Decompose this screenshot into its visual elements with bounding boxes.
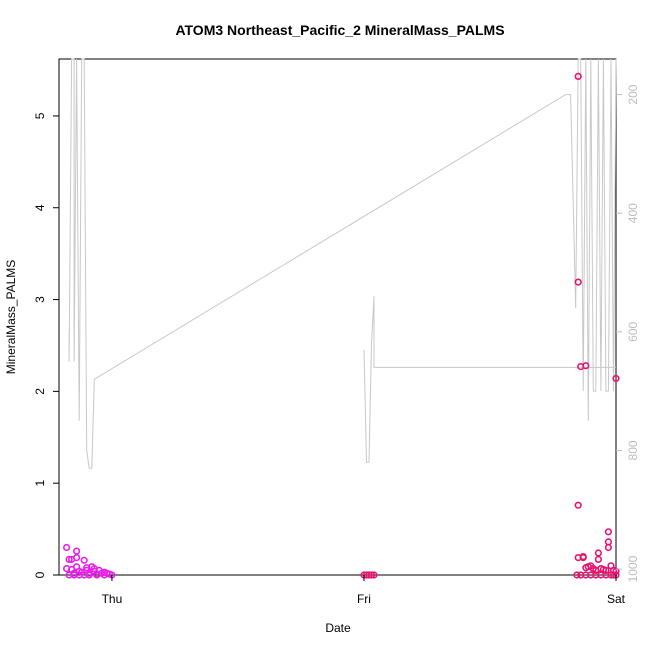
y-right-tick-label: 600 bbox=[626, 321, 640, 341]
plot-frame bbox=[58, 58, 617, 576]
y-tick-label: 3 bbox=[33, 296, 47, 303]
y-right-tick-label: 1000 bbox=[626, 555, 640, 582]
pressure-line-fri bbox=[363, 296, 616, 463]
data-point bbox=[574, 501, 582, 509]
y-axis-right: 200 400 600 800 1000 bbox=[616, 84, 640, 582]
data-point bbox=[62, 543, 71, 552]
y-axis-label: MineralMass_PALMS bbox=[4, 260, 18, 374]
data-point bbox=[72, 547, 81, 555]
data-point bbox=[594, 555, 603, 564]
data-point bbox=[367, 571, 376, 579]
x-tick-label: Thu bbox=[102, 592, 123, 606]
y-right-tick-label: 200 bbox=[626, 84, 640, 104]
y-axis-left: 0 1 2 3 4 5 bbox=[33, 112, 59, 578]
data-point bbox=[65, 571, 73, 579]
y-tick-label: 2 bbox=[33, 388, 47, 395]
data-point bbox=[604, 543, 613, 552]
pressure-line-layer bbox=[68, 58, 617, 469]
data-point bbox=[574, 72, 582, 80]
x-axis-label: Date bbox=[325, 621, 351, 635]
data-point bbox=[602, 566, 610, 575]
data-point bbox=[370, 571, 378, 579]
x-axis: Thu Fri Sat bbox=[102, 575, 626, 606]
data-point bbox=[582, 362, 590, 370]
y-right-tick-label: 400 bbox=[626, 203, 640, 223]
data-point bbox=[604, 538, 613, 546]
scatter-points-layer bbox=[62, 72, 620, 579]
data-point bbox=[612, 374, 620, 383]
data-point bbox=[65, 555, 73, 564]
x-tick-label: Sat bbox=[607, 592, 626, 606]
data-point bbox=[100, 571, 108, 579]
data-point bbox=[72, 553, 81, 562]
data-point bbox=[573, 571, 581, 579]
data-point bbox=[604, 528, 613, 536]
data-point bbox=[579, 552, 587, 561]
data-point bbox=[85, 571, 93, 579]
data-point bbox=[594, 549, 603, 557]
x-tick-label: Fri bbox=[357, 592, 371, 606]
data-point bbox=[574, 278, 582, 286]
data-point bbox=[93, 571, 101, 579]
y-tick-label: 4 bbox=[33, 204, 47, 211]
pressure-line bbox=[68, 58, 617, 469]
y-tick-label: 5 bbox=[33, 112, 47, 119]
y-right-tick-label: 800 bbox=[626, 440, 640, 460]
y-tick-label: 0 bbox=[33, 571, 47, 578]
y-tick-label: 1 bbox=[33, 480, 47, 487]
data-point bbox=[80, 556, 88, 564]
chart-title: ATOM3 Northeast_Pacific_2 MineralMass_PA… bbox=[175, 22, 504, 38]
